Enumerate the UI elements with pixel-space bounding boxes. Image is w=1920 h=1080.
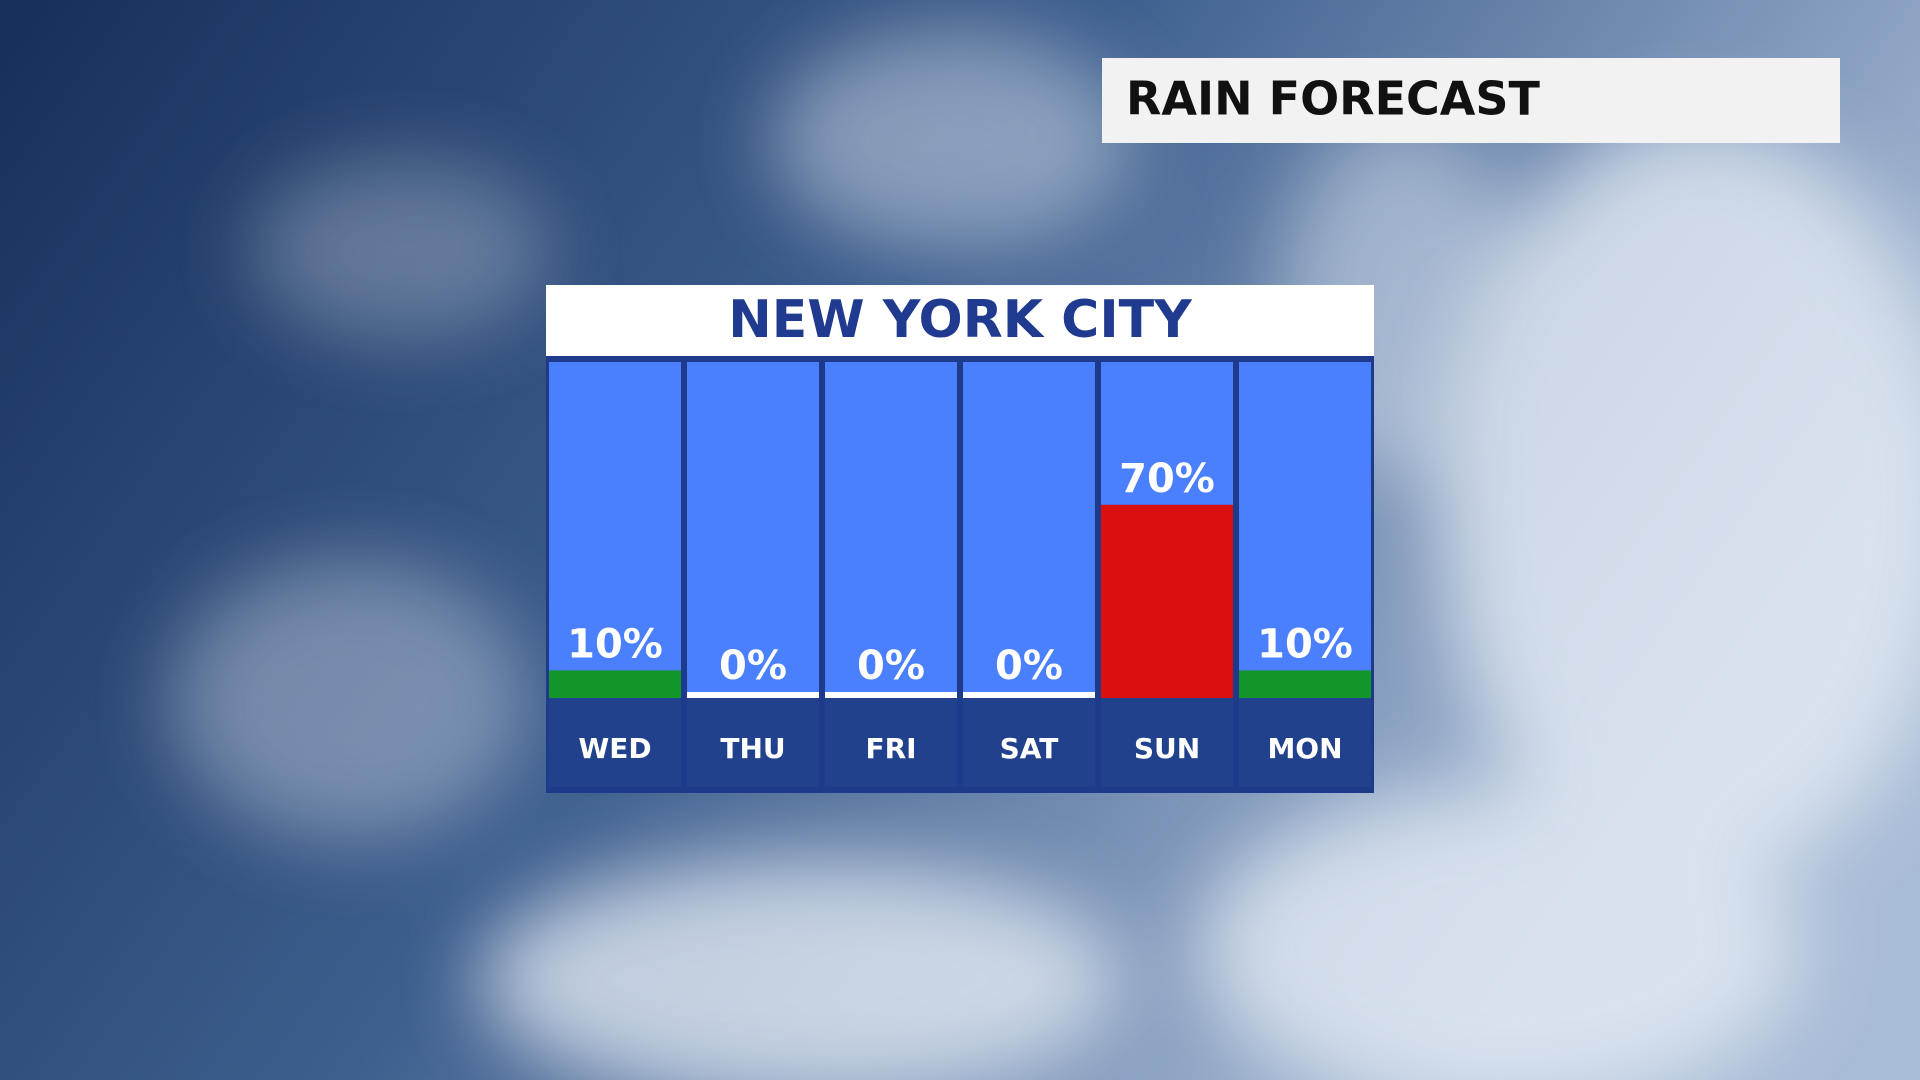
clouds xyxy=(170,30,1920,1080)
bar xyxy=(1239,670,1371,698)
bar xyxy=(687,692,819,698)
value-label: 10% xyxy=(567,621,663,667)
column-background xyxy=(963,362,1095,698)
day-band xyxy=(963,698,1095,787)
day-band xyxy=(1239,698,1371,787)
column-background xyxy=(825,362,957,698)
column-background xyxy=(549,362,681,698)
x-tick-label: FRI xyxy=(865,732,916,765)
chart-title-box xyxy=(546,285,1374,358)
day-band xyxy=(825,698,957,787)
value-label: 0% xyxy=(857,643,925,689)
value-label: 70% xyxy=(1119,456,1215,502)
value-label: 0% xyxy=(719,643,787,689)
column-background xyxy=(687,362,819,698)
day-band xyxy=(549,698,681,787)
bar xyxy=(1101,504,1233,698)
chart-panel xyxy=(546,356,1374,793)
x-tick-label: SAT xyxy=(1000,732,1059,765)
x-tick-label: THU xyxy=(720,732,785,765)
x-tick-label: WED xyxy=(578,732,651,765)
day-band xyxy=(1101,698,1233,787)
x-tick-label: MON xyxy=(1267,732,1342,765)
column-background xyxy=(1239,362,1371,698)
bar xyxy=(549,670,681,698)
bar xyxy=(825,692,957,698)
chart-title: NEW YORK CITY xyxy=(728,290,1193,350)
header-title: RAIN FORECAST xyxy=(1126,72,1541,126)
day-band xyxy=(687,698,819,787)
bar xyxy=(963,692,1095,698)
header-box xyxy=(1102,58,1840,143)
value-label: 0% xyxy=(995,643,1063,689)
value-label: 10% xyxy=(1257,621,1353,667)
x-tick-label: SUN xyxy=(1134,732,1200,765)
